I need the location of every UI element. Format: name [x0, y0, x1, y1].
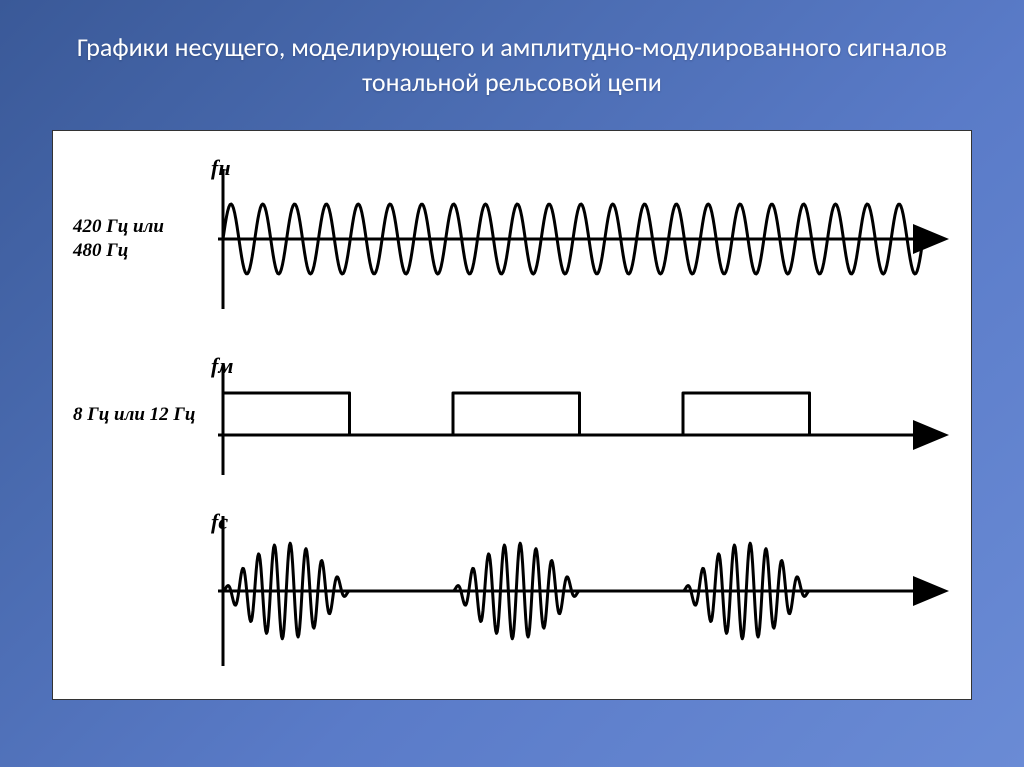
am-row: fс	[63, 511, 961, 671]
modulating-svg	[203, 335, 953, 495]
modulating-axis-symbol: fм	[211, 353, 233, 379]
am-plot: fс	[203, 511, 953, 671]
modulating-row: 8 Гц или 12 Гц fм	[63, 335, 961, 495]
am-axis-symbol: fс	[211, 509, 228, 535]
modulating-label: 8 Гц или 12 Гц	[63, 403, 203, 428]
carrier-label: 420 Гц или 480 Гц	[63, 215, 203, 264]
slide: Графики несущего, моделирующего и амплит…	[0, 0, 1024, 767]
modulating-label-line1: 8 Гц или 12 Гц	[73, 404, 195, 425]
modulating-plot: fм	[203, 335, 953, 495]
carrier-plot: fн	[203, 159, 953, 319]
carrier-svg	[203, 159, 953, 319]
carrier-axis-symbol: fн	[211, 155, 231, 181]
carrier-label-line1: 420 Гц или	[73, 216, 164, 237]
am-svg	[203, 511, 953, 671]
slide-title: Графики несущего, моделирующего и амплит…	[0, 30, 1024, 100]
carrier-label-line2: 480 Гц	[73, 240, 128, 261]
carrier-row: 420 Гц или 480 Гц fн	[63, 159, 961, 319]
signal-chart-box: 420 Гц или 480 Гц fн 8 Гц или 12 Гц fм f…	[52, 130, 972, 700]
